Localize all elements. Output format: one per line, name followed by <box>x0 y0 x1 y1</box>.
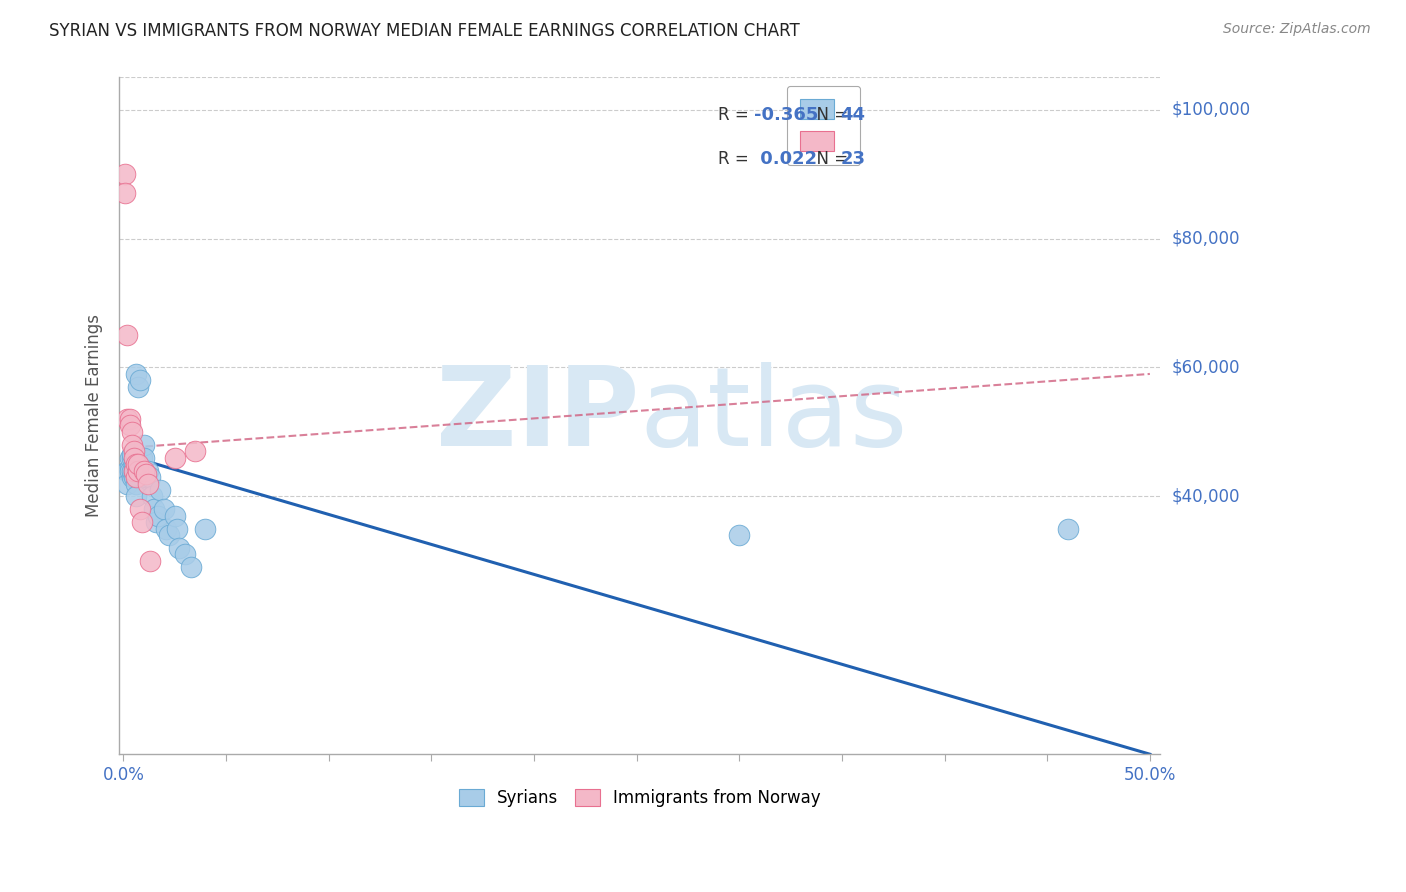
Point <box>118 460 141 475</box>
Point <box>122 460 145 475</box>
Point <box>122 470 145 484</box>
Text: $40,000: $40,000 <box>1171 487 1240 506</box>
Point <box>125 457 148 471</box>
Point <box>121 464 143 478</box>
Point <box>163 450 186 465</box>
Point <box>131 515 153 529</box>
Point <box>122 450 145 465</box>
Point <box>167 541 190 555</box>
Point <box>122 444 145 458</box>
Text: ZIP: ZIP <box>436 362 640 469</box>
Point <box>132 464 155 478</box>
Point <box>127 457 149 471</box>
Point <box>149 483 172 497</box>
Point <box>139 554 162 568</box>
Point <box>184 444 207 458</box>
Text: 23: 23 <box>841 150 866 168</box>
Point <box>117 412 139 426</box>
Point <box>132 464 155 478</box>
Text: 0.022: 0.022 <box>754 150 817 168</box>
Point <box>118 464 141 478</box>
Point <box>128 373 150 387</box>
Point <box>117 476 139 491</box>
Text: $100,000: $100,000 <box>1171 101 1250 119</box>
Point <box>128 502 150 516</box>
Point <box>139 470 162 484</box>
Point <box>141 489 163 503</box>
Legend: Syrians, Immigrants from Norway: Syrians, Immigrants from Norway <box>451 782 828 814</box>
Point <box>131 450 153 465</box>
Point <box>118 412 141 426</box>
Point <box>163 508 186 523</box>
Text: SYRIAN VS IMMIGRANTS FROM NORWAY MEDIAN FEMALE EARNINGS CORRELATION CHART: SYRIAN VS IMMIGRANTS FROM NORWAY MEDIAN … <box>49 22 800 40</box>
Point <box>114 167 136 181</box>
Point <box>118 418 141 433</box>
Point <box>136 464 159 478</box>
Point <box>157 528 180 542</box>
Text: Source: ZipAtlas.com: Source: ZipAtlas.com <box>1223 22 1371 37</box>
Text: R =: R = <box>718 150 754 168</box>
Point <box>127 457 149 471</box>
Point <box>143 502 166 516</box>
Text: R =: R = <box>718 105 754 124</box>
Point <box>136 476 159 491</box>
Text: $60,000: $60,000 <box>1171 359 1240 376</box>
Point <box>135 467 157 481</box>
Point <box>153 502 176 516</box>
Point <box>121 470 143 484</box>
Point <box>125 470 148 484</box>
Point <box>132 450 155 465</box>
Point <box>117 464 139 478</box>
Point <box>121 438 143 452</box>
Point <box>180 560 202 574</box>
Point <box>1056 522 1078 536</box>
Point <box>166 522 188 536</box>
Point <box>127 380 149 394</box>
Text: 44: 44 <box>841 105 866 124</box>
Text: N =: N = <box>806 105 853 124</box>
Text: atlas: atlas <box>640 362 908 469</box>
Point <box>125 489 148 503</box>
Text: -0.365: -0.365 <box>754 105 818 124</box>
Point <box>118 450 141 465</box>
Point <box>121 448 143 462</box>
Point <box>122 464 145 478</box>
Point <box>145 515 167 529</box>
Point <box>728 528 751 542</box>
Point <box>125 476 148 491</box>
Point <box>135 470 157 484</box>
Point <box>121 425 143 439</box>
Point <box>122 464 145 478</box>
Y-axis label: Median Female Earnings: Median Female Earnings <box>86 314 103 517</box>
Point <box>194 522 217 536</box>
Text: $80,000: $80,000 <box>1171 229 1240 248</box>
Point <box>122 457 145 471</box>
Point <box>125 367 148 381</box>
Point <box>132 438 155 452</box>
Point <box>155 522 177 536</box>
Text: N =: N = <box>806 150 853 168</box>
Point <box>122 467 145 481</box>
Point <box>114 186 136 201</box>
Point <box>117 328 139 343</box>
Point <box>121 450 143 465</box>
Point <box>128 464 150 478</box>
Point <box>148 508 170 523</box>
Point <box>174 548 197 562</box>
Point <box>127 464 149 478</box>
